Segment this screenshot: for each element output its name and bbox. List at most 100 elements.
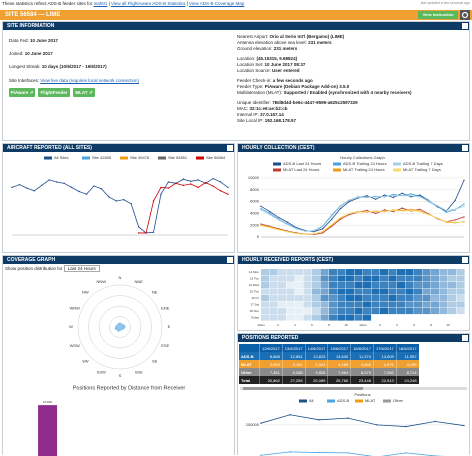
info-label: Site Local IP: bbox=[237, 118, 264, 123]
interface-button[interactable]: MLAT ↗ bbox=[73, 88, 95, 97]
legend-swatch bbox=[120, 157, 128, 160]
point bbox=[419, 196, 420, 197]
point bbox=[160, 187, 161, 188]
heat-cell bbox=[363, 302, 371, 308]
heat-cell bbox=[414, 308, 422, 314]
heat-cell bbox=[338, 308, 346, 314]
column-label: 12pm bbox=[359, 323, 367, 327]
table-cell: 20,862 bbox=[260, 376, 283, 384]
column-header: 15/6/2017 bbox=[328, 344, 351, 352]
site-title: SITE 56584 — LIME bbox=[5, 11, 60, 19]
point bbox=[375, 213, 376, 214]
period-select[interactable]: Last 24 Hours bbox=[64, 265, 100, 272]
scrollbar[interactable] bbox=[240, 387, 467, 390]
interface-button[interactable]: PiAware ↗ bbox=[9, 88, 35, 97]
heat-cell bbox=[457, 295, 465, 301]
info-value: 10 June 2017 bbox=[30, 38, 58, 43]
point bbox=[340, 205, 341, 206]
info-label: Feeder Type: bbox=[237, 84, 263, 89]
heat-cell bbox=[312, 302, 320, 308]
y-tick-label: 0 bbox=[257, 234, 260, 239]
panel-icon[interactable] bbox=[462, 257, 468, 263]
scroll-thumb[interactable] bbox=[243, 387, 363, 390]
point bbox=[322, 225, 323, 226]
legend-label: ADS-B bbox=[337, 398, 350, 403]
point bbox=[318, 452, 319, 453]
panel-icon[interactable] bbox=[462, 23, 468, 29]
point bbox=[183, 179, 184, 180]
legend-label: Site 42655 bbox=[92, 155, 112, 160]
panel-icon[interactable] bbox=[227, 257, 233, 263]
info-value[interactable]: View live data (requires local network c… bbox=[40, 78, 139, 83]
point bbox=[318, 419, 319, 420]
heat-cell bbox=[355, 289, 363, 295]
heat-cell bbox=[355, 282, 363, 288]
stats-link[interactable]: View all FlightAware ADS-B Statistics bbox=[111, 1, 185, 6]
point bbox=[93, 185, 94, 186]
heat-cell bbox=[261, 269, 269, 275]
coverage-panel: COVERAGE GRAPH Show position distributio… bbox=[2, 255, 235, 455]
table-cell: 11,374 bbox=[351, 352, 374, 360]
heat-cell bbox=[270, 289, 278, 295]
table-cell: 7,351 bbox=[260, 368, 283, 376]
info-value: Orio al Serio Int'l (Bergamo) (LIME) bbox=[270, 34, 345, 39]
info-value: 32:1c:e6:ae:b2:cb bbox=[250, 106, 288, 111]
heat-cell bbox=[329, 282, 337, 288]
heat-cell bbox=[414, 276, 422, 282]
series-line bbox=[139, 183, 228, 233]
heat-cell bbox=[261, 282, 269, 288]
settings-button[interactable] bbox=[460, 10, 470, 20]
direction-label: SW bbox=[82, 359, 89, 364]
heat-cell bbox=[329, 289, 337, 295]
heat-cell bbox=[389, 276, 397, 282]
point bbox=[402, 210, 403, 211]
heat-cell bbox=[304, 315, 312, 321]
point bbox=[260, 225, 261, 226]
gear-icon bbox=[460, 10, 470, 20]
info-row: Internal IP: 37.0.167.14 bbox=[237, 112, 284, 117]
y-tick-label: 6000 bbox=[250, 199, 260, 204]
info-row: MAC: 32:1c:e6:ae:b2:cb bbox=[237, 106, 288, 111]
instruction-button[interactable]: View Instruction bbox=[418, 11, 458, 19]
heat-cell bbox=[440, 308, 448, 314]
info-value: User entered bbox=[272, 68, 300, 73]
heat-cell bbox=[338, 269, 346, 275]
heat-cell bbox=[457, 269, 465, 275]
heat-cell bbox=[380, 295, 388, 301]
panel-icon[interactable] bbox=[462, 335, 468, 341]
heat-cell bbox=[448, 308, 456, 314]
heat-cell bbox=[295, 308, 303, 314]
point bbox=[183, 185, 184, 186]
table-cell: 13,623 bbox=[305, 352, 328, 360]
row-label: 14 Wed bbox=[249, 283, 260, 287]
heat-cell bbox=[278, 315, 286, 321]
panel-icon[interactable] bbox=[227, 145, 233, 151]
point bbox=[402, 207, 403, 208]
heat-cell bbox=[457, 302, 465, 308]
table-cell: 12,851 bbox=[282, 352, 305, 360]
heat-cell bbox=[312, 315, 320, 321]
panel-icon[interactable] bbox=[462, 145, 468, 151]
point bbox=[153, 200, 154, 201]
point bbox=[454, 209, 455, 210]
heat-cell bbox=[304, 276, 312, 282]
heat-cell bbox=[389, 302, 397, 308]
user-link[interactable]: mah01 bbox=[94, 1, 108, 6]
point bbox=[287, 231, 288, 232]
heat-cell bbox=[278, 282, 286, 288]
map-link[interactable]: View ADS-B Coverage Map bbox=[189, 1, 244, 6]
heat-cell bbox=[287, 269, 295, 275]
heat-cell bbox=[448, 276, 456, 282]
legend-swatch bbox=[273, 169, 281, 172]
heat-cell bbox=[406, 308, 414, 314]
heat-cell bbox=[321, 302, 329, 308]
table-cell: 11,957 bbox=[396, 352, 419, 360]
direction-label: SSW bbox=[97, 369, 106, 374]
interface-button[interactable]: FlightFeeder ↗ bbox=[38, 88, 70, 97]
table-cell: 4,846 bbox=[351, 360, 374, 368]
heat-cell bbox=[287, 282, 295, 288]
